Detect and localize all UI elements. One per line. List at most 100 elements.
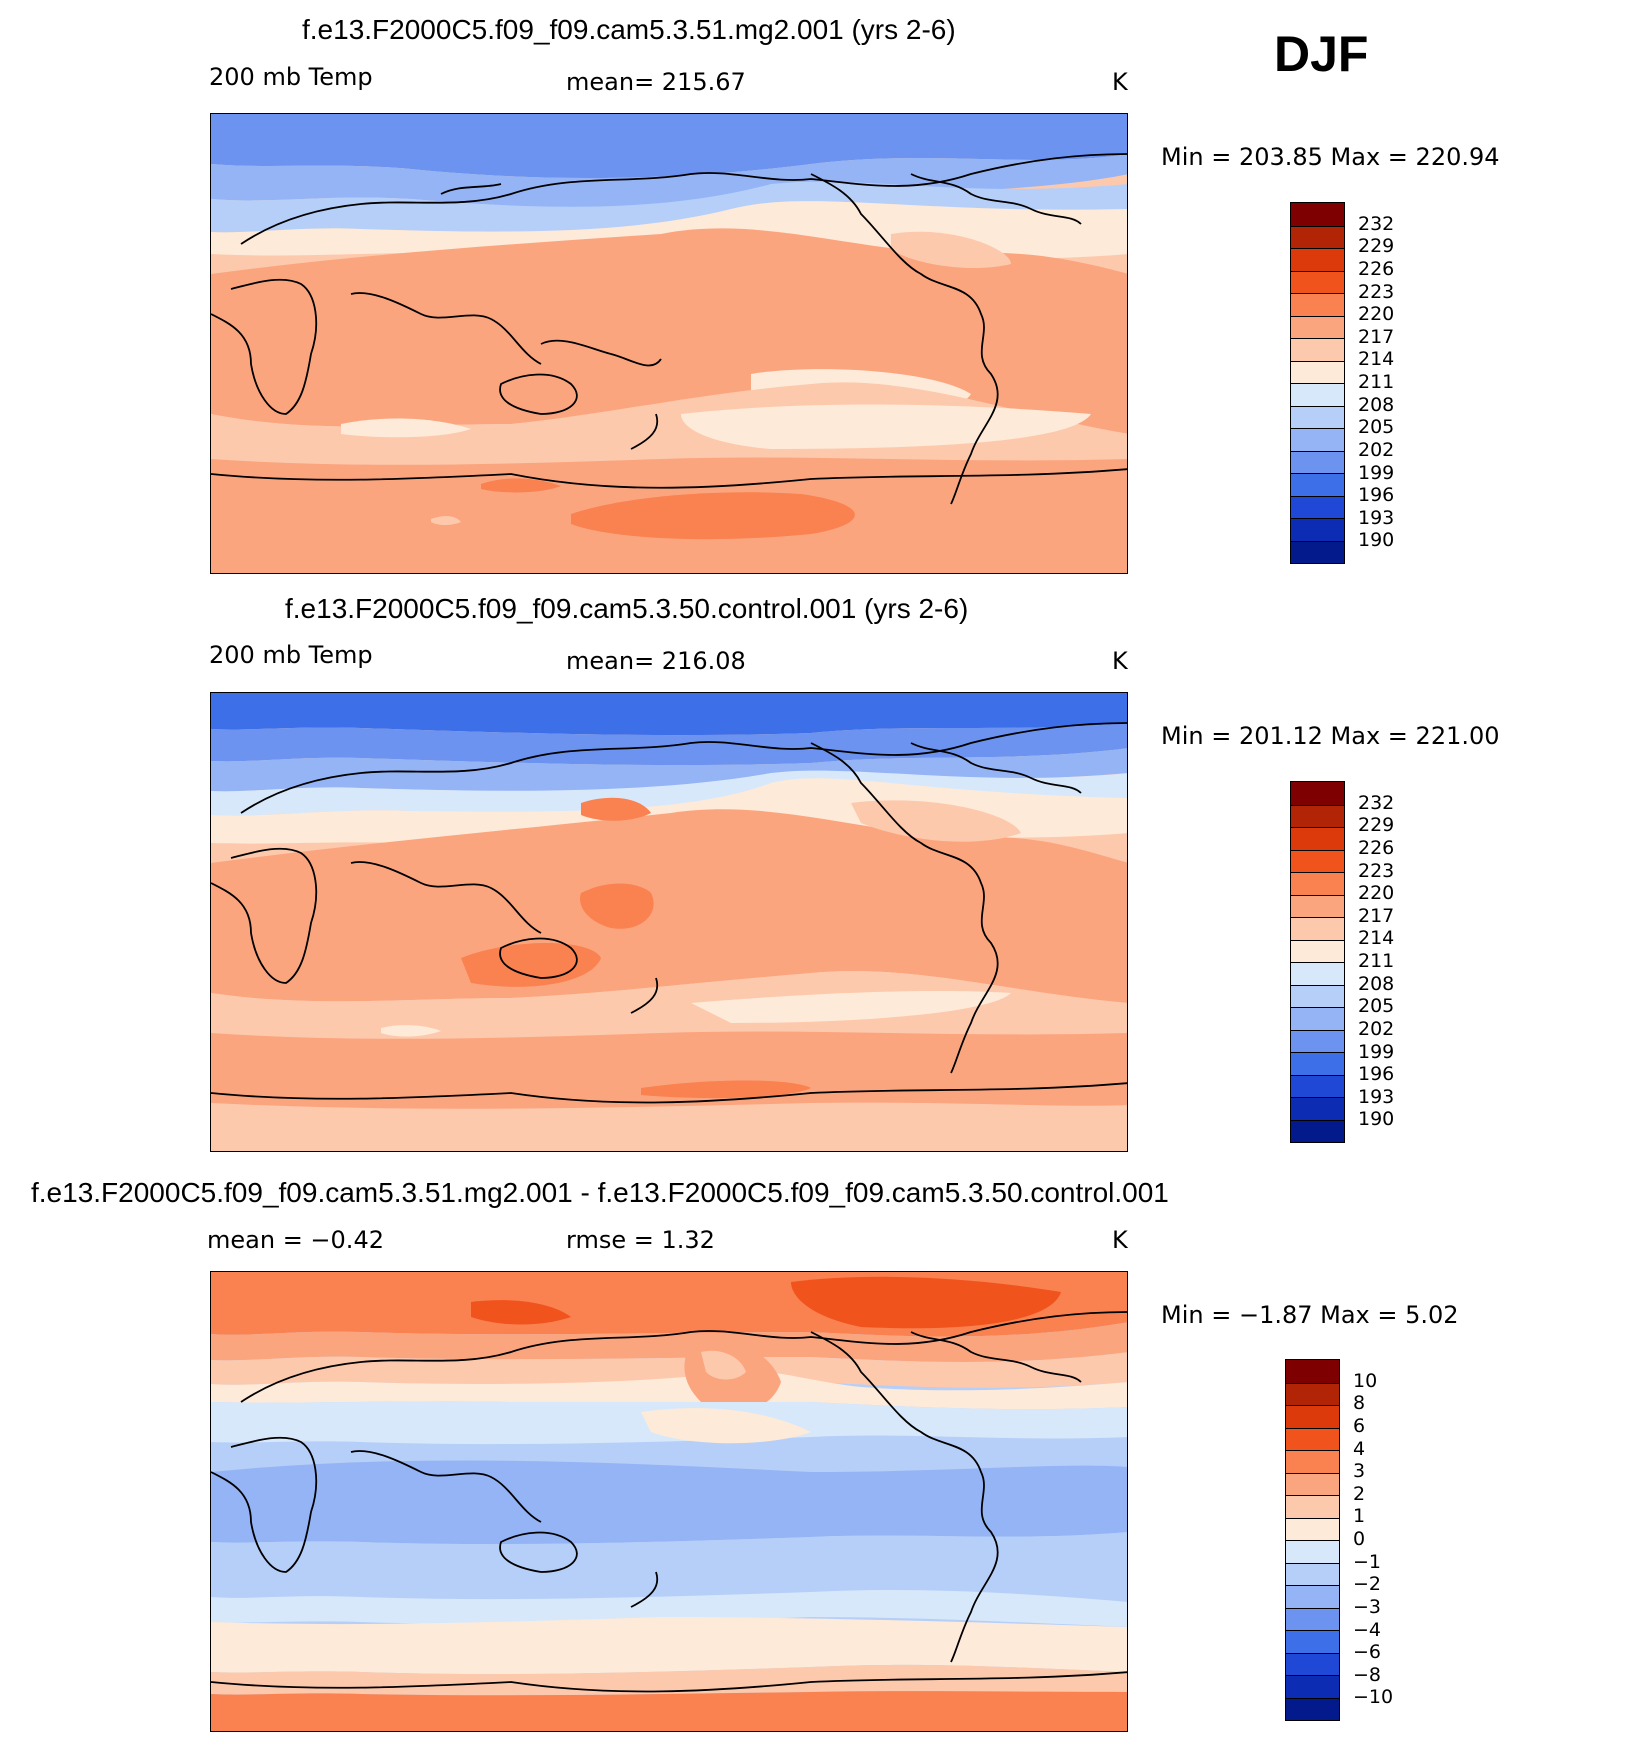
panel-2-colorbar — [1290, 781, 1345, 1143]
panel-3-map — [210, 1271, 1128, 1732]
colorbar-swatch — [1291, 383, 1344, 406]
colorbar-tick-label: 220 — [1358, 882, 1395, 905]
colorbar-swatch — [1286, 1630, 1339, 1653]
colorbar-tick-label: 196 — [1358, 1063, 1395, 1086]
colorbar-swatch — [1291, 203, 1344, 226]
colorbar-swatch — [1291, 450, 1344, 473]
colorbar-tick-label: −10 — [1353, 1686, 1394, 1709]
colorbar-swatch — [1291, 270, 1344, 293]
colorbar-swatch — [1291, 518, 1344, 541]
colorbar-swatch — [1291, 540, 1344, 563]
panel-3-mean-label: mean = −0.42 — [207, 1226, 384, 1254]
colorbar-swatch — [1286, 1540, 1339, 1563]
colorbar-swatch — [1291, 405, 1344, 428]
colorbar-tick-label: 190 — [1358, 529, 1395, 552]
panel-3-minmax: Min = −1.87 Max = 5.02 — [1161, 1301, 1459, 1329]
colorbar-swatch — [1291, 1007, 1344, 1030]
colorbar-tick-label: 199 — [1358, 461, 1395, 484]
colorbar-swatch — [1291, 894, 1344, 917]
colorbar-swatch — [1286, 1427, 1339, 1450]
colorbar-tick-label: 223 — [1358, 859, 1395, 882]
colorbar-tick-label: 223 — [1358, 280, 1395, 303]
colorbar-swatch — [1291, 1074, 1344, 1097]
colorbar-swatch — [1286, 1360, 1339, 1383]
colorbar-swatch — [1286, 1562, 1339, 1585]
colorbar-swatch — [1291, 804, 1344, 827]
colorbar-tick-label: 220 — [1358, 303, 1395, 326]
colorbar-tick-label: −6 — [1353, 1641, 1382, 1664]
panel-2-map — [210, 692, 1128, 1152]
colorbar-tick-label: 205 — [1358, 416, 1395, 439]
colorbar-tick-label: −2 — [1353, 1573, 1382, 1596]
panel-1-mean-label: mean= 215.67 — [566, 68, 746, 96]
panel-1-contours — [211, 114, 1127, 573]
colorbar-tick-label: 205 — [1358, 995, 1395, 1018]
colorbar-swatch — [1291, 473, 1344, 496]
colorbar-swatch — [1291, 315, 1344, 338]
colorbar-tick-label: 196 — [1358, 484, 1395, 507]
panel-1-map — [210, 113, 1128, 574]
colorbar-swatch — [1286, 1675, 1339, 1698]
colorbar-tick-label: 232 — [1358, 212, 1395, 235]
colorbar-swatch — [1291, 849, 1344, 872]
colorbar-swatch — [1286, 1405, 1339, 1428]
colorbar-tick-label: 0 — [1353, 1528, 1366, 1550]
colorbar-tick-label: 2 — [1353, 1482, 1366, 1505]
panel-3-colorbar — [1285, 1359, 1340, 1721]
colorbar-tick-label: 190 — [1358, 1108, 1395, 1131]
colorbar-tick-label: 10 — [1353, 1369, 1378, 1392]
colorbar-swatch — [1286, 1652, 1339, 1675]
colorbar-tick-label: 229 — [1358, 235, 1395, 258]
colorbar-swatch — [1291, 225, 1344, 248]
colorbar-swatch — [1291, 1029, 1344, 1052]
colorbar-swatch — [1291, 338, 1344, 361]
colorbar-swatch — [1286, 1517, 1339, 1540]
colorbar-tick-label: 214 — [1358, 927, 1395, 950]
colorbar-tick-label: −1 — [1353, 1550, 1382, 1573]
panel-2-units-label: K — [1112, 647, 1128, 675]
colorbar-swatch — [1291, 872, 1344, 895]
colorbar-tick-label: 199 — [1358, 1040, 1395, 1063]
colorbar-swatch — [1291, 248, 1344, 271]
colorbar-swatch — [1291, 984, 1344, 1007]
colorbar-swatch — [1291, 495, 1344, 518]
colorbar-swatch — [1286, 1382, 1339, 1405]
colorbar-swatch — [1286, 1472, 1339, 1495]
colorbar-tick-label: 6 — [1353, 1414, 1366, 1437]
colorbar-swatch — [1291, 782, 1344, 805]
colorbar-tick-label: 4 — [1353, 1437, 1366, 1460]
season-label: DJF — [1274, 26, 1369, 82]
colorbar-swatch — [1291, 827, 1344, 850]
colorbar-tick-label: 202 — [1358, 438, 1395, 461]
panel-1-variable-label: 200 mb Temp — [209, 63, 373, 91]
colorbar-tick-label: 208 — [1358, 972, 1395, 995]
colorbar-tick-label: 193 — [1358, 1085, 1395, 1108]
colorbar-swatch — [1286, 1450, 1339, 1473]
colorbar-tick-label: 193 — [1358, 506, 1395, 529]
colorbar-tick-label: 217 — [1358, 904, 1395, 927]
panel-2-contours — [211, 693, 1127, 1151]
colorbar-swatch — [1291, 1097, 1344, 1120]
colorbar-tick-label: 208 — [1358, 393, 1395, 416]
panel-3-units-label: K — [1112, 1226, 1128, 1254]
colorbar-swatch — [1286, 1607, 1339, 1630]
panel-1-title: f.e13.F2000C5.f09_f09.cam5.3.51.mg2.001 … — [302, 14, 956, 45]
colorbar-swatch — [1286, 1495, 1339, 1518]
colorbar-tick-label: 214 — [1358, 348, 1395, 371]
colorbar-tick-label: 202 — [1358, 1017, 1395, 1040]
colorbar-swatch — [1291, 939, 1344, 962]
panel-3-rmse-label: rmse = 1.32 — [566, 1226, 715, 1254]
colorbar-swatch — [1286, 1697, 1339, 1720]
panel-1-minmax: Min = 203.85 Max = 220.94 — [1161, 143, 1500, 171]
panel-2-title: f.e13.F2000C5.f09_f09.cam5.3.50.control.… — [285, 593, 969, 624]
colorbar-tick-label: 211 — [1358, 950, 1395, 972]
colorbar-tick-label: 8 — [1353, 1392, 1366, 1415]
panel-1-units-label: K — [1112, 68, 1128, 96]
panel-1-colorbar — [1290, 202, 1345, 564]
colorbar-tick-label: 229 — [1358, 814, 1395, 837]
colorbar-tick-label: −8 — [1353, 1663, 1382, 1686]
colorbar-tick-label: 226 — [1358, 836, 1395, 859]
colorbar-tick-label: 211 — [1358, 371, 1395, 393]
colorbar-swatch — [1286, 1585, 1339, 1608]
panel-2-minmax: Min = 201.12 Max = 221.00 — [1161, 722, 1500, 750]
